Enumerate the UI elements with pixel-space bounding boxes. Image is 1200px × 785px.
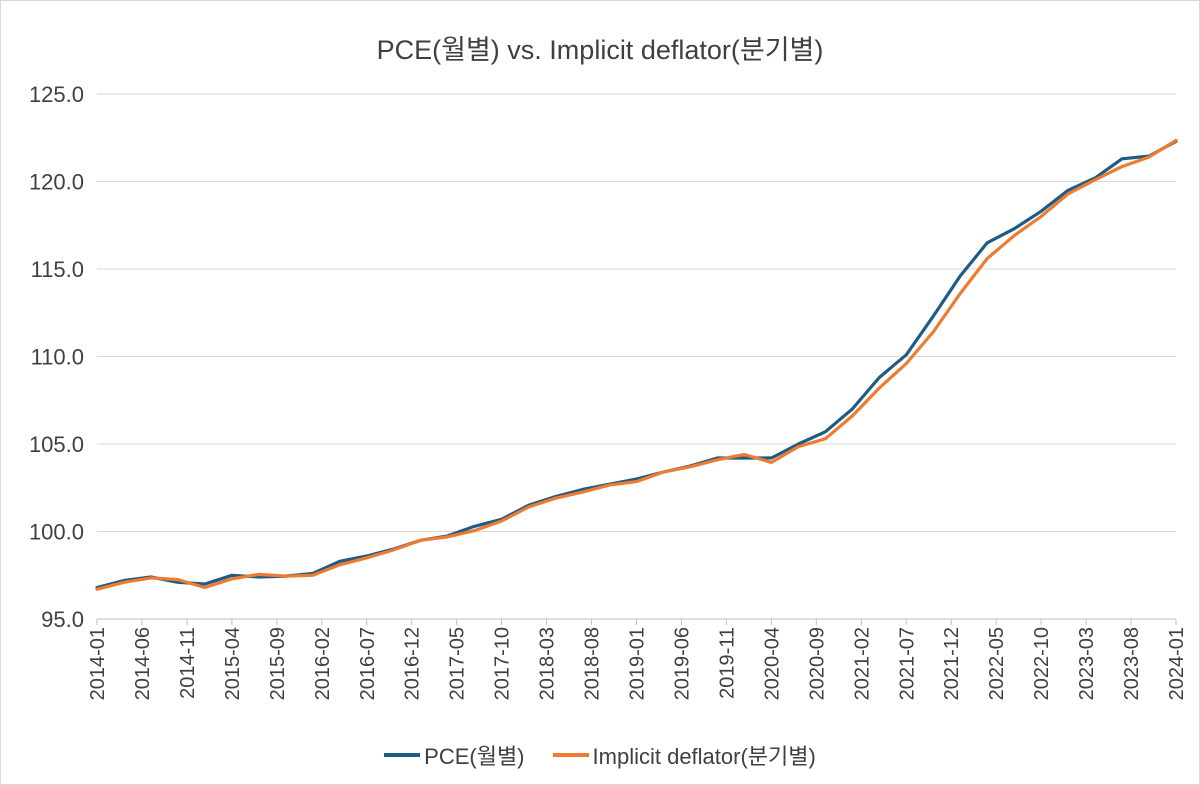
y-tick-label: 110.0 xyxy=(31,345,84,370)
x-tick-label: 2014-01 xyxy=(87,627,109,700)
x-tick-label: 2021-02 xyxy=(851,627,873,700)
x-tick-label: 2022-05 xyxy=(986,627,1008,700)
x-tick-label: 2021-07 xyxy=(896,627,918,700)
x-tick-label: 2014-06 xyxy=(132,627,154,700)
legend: PCE(월별) Implicit deflator(분기별) xyxy=(0,739,1200,771)
chart-title: PCE(월별) vs. Implicit deflator(분기별) xyxy=(376,35,824,65)
x-tick-label: 2020-04 xyxy=(761,627,783,700)
y-tick-label: 95.0 xyxy=(41,607,84,632)
legend-label-pce: PCE(월별) xyxy=(424,744,525,769)
y-tick-label: 100.0 xyxy=(29,520,84,545)
x-tick-label: 2014-11 xyxy=(177,627,199,699)
x-tick-label: 2024-01 xyxy=(1166,627,1188,700)
x-tick-label: 2019-06 xyxy=(671,627,693,700)
legend-swatch-deflator xyxy=(552,753,589,757)
x-tick-label: 2016-02 xyxy=(312,627,334,700)
x-tick-label: 2018-08 xyxy=(582,627,604,700)
legend-swatch-pce xyxy=(384,753,421,757)
x-tick-label: 2023-08 xyxy=(1121,627,1143,700)
x-tick-label: 2016-07 xyxy=(357,627,379,700)
x-tick-label: 2015-04 xyxy=(222,627,244,700)
legend-label-deflator: Implicit deflator(분기별) xyxy=(592,744,816,769)
y-tick-label: 125.0 xyxy=(29,82,84,107)
x-tick-label: 2017-10 xyxy=(492,627,514,700)
legend-item-deflator: Implicit deflator(분기별) xyxy=(552,739,816,771)
x-tick-label: 2021-12 xyxy=(941,627,963,700)
x-tick-label: 2019-11 xyxy=(716,627,738,699)
y-tick-label: 105.0 xyxy=(29,432,84,457)
x-tick-label: 2018-03 xyxy=(537,627,559,700)
x-tick-label: 2020-09 xyxy=(806,627,828,700)
x-tick-label: 2022-10 xyxy=(1031,627,1053,700)
y-tick-label: 120.0 xyxy=(29,170,84,195)
x-tick-label: 2019-01 xyxy=(627,627,649,700)
x-tick-label: 2015-09 xyxy=(267,627,289,700)
x-tick-label: 2016-12 xyxy=(402,627,424,700)
y-tick-label: 115.0 xyxy=(31,257,84,282)
series-line-deflator xyxy=(95,138,1178,591)
x-tick-label: 2017-05 xyxy=(447,627,469,700)
x-tick-label: 2023-03 xyxy=(1076,627,1098,700)
legend-item-pce: PCE(월별) xyxy=(384,739,525,771)
series-line-pce xyxy=(95,139,1178,590)
